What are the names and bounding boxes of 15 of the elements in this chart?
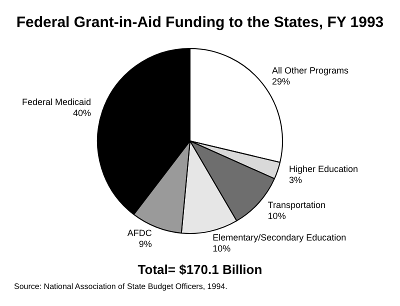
- text: Total= $170.1 Billion: [136, 262, 264, 277]
- source-note: Source: National Association of State Budget Officers, 1994.: [14, 282, 228, 291]
- slice-label: Elementary/Secondary Education: [212, 232, 346, 243]
- data-label: 3%: [288, 175, 302, 186]
- data-label: 29%: [272, 76, 290, 87]
- data-label: 10%: [212, 244, 231, 254]
- data-label: 40%: [73, 108, 92, 118]
- slice-label: AFDC: [127, 228, 152, 238]
- slice-label: Transportation: [268, 200, 326, 210]
- data-label: 10%: [268, 211, 286, 222]
- data-label: 9%: [138, 238, 152, 249]
- chart-title: Federal Grant-in-Aid Funding to the States, FY 1993: [15, 14, 385, 31]
- slice-label: Higher Education: [288, 164, 358, 174]
- slice-label: All Other Programs: [272, 66, 350, 76]
- slice-label: Federal Medicaid: [22, 96, 92, 107]
